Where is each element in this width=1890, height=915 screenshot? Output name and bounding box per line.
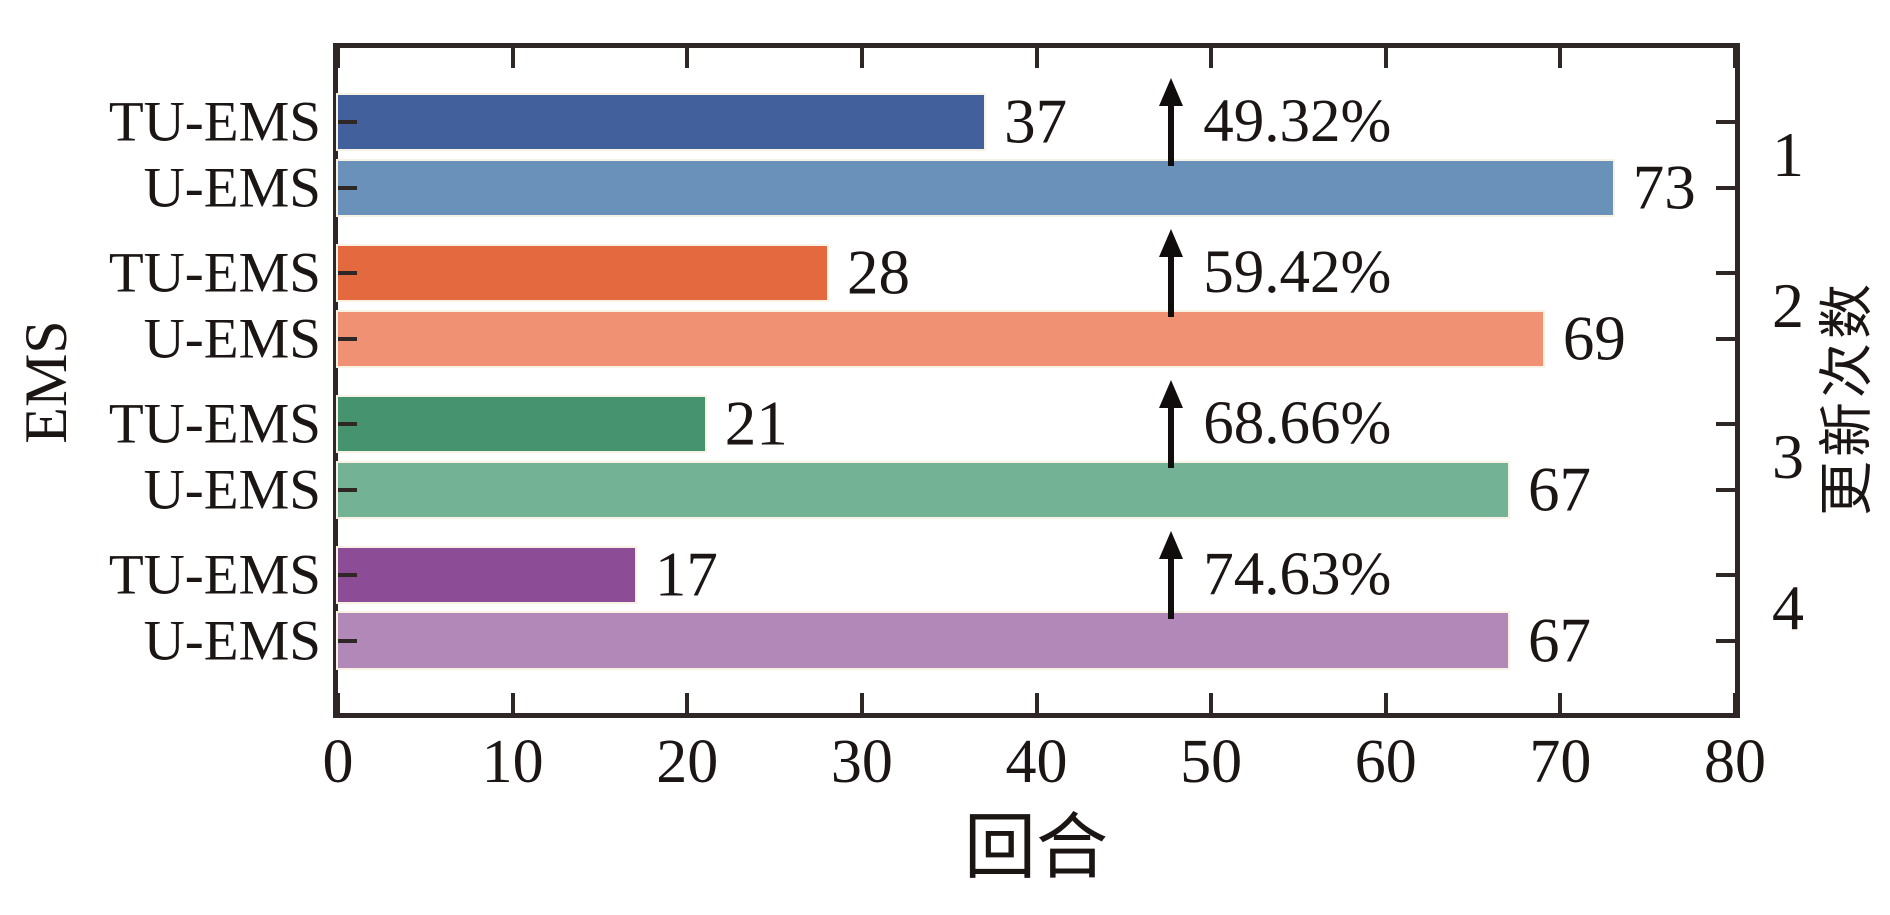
x-axis-tick-label: 30 xyxy=(830,728,893,796)
y-axis-tick-left xyxy=(338,487,357,492)
category-label-u-ems: U-EMS xyxy=(143,458,321,522)
bar-tu-ems-group3 xyxy=(338,396,705,451)
bar-u-ems-group2 xyxy=(338,311,1543,366)
x-axis-tick xyxy=(1733,48,1737,68)
update-count-label: 4 xyxy=(1772,571,1804,643)
x-axis-tick xyxy=(1209,48,1214,68)
improvement-annotation: 59.42% xyxy=(1155,228,1392,317)
x-axis-tick-label: 60 xyxy=(1354,728,1417,796)
x-axis-tick xyxy=(1733,693,1737,713)
bar-tu-ems-group1 xyxy=(338,94,985,149)
category-label-u-ems: U-EMS xyxy=(143,609,321,673)
x-axis-tick-label: 10 xyxy=(481,728,544,796)
x-axis-tick xyxy=(859,48,864,68)
category-label-tu-ems: TU-EMS xyxy=(108,90,321,154)
x-axis-tick xyxy=(1034,48,1039,68)
bar-value-label: 28 xyxy=(846,237,910,308)
x-axis-tick-label: 70 xyxy=(1529,728,1592,796)
x-axis-tick xyxy=(1383,48,1388,68)
improvement-annotation: 68.66% xyxy=(1155,379,1392,468)
x-axis-title: 回合 xyxy=(963,808,1109,888)
y-axis-tick-right xyxy=(1716,336,1735,341)
up-arrow-icon xyxy=(1159,228,1184,317)
x-axis-tick xyxy=(685,48,690,68)
x-axis-tick xyxy=(1209,693,1214,713)
bar-value-label: 67 xyxy=(1527,605,1591,676)
bar-u-ems-group1 xyxy=(338,160,1613,215)
y-axis-tick-right xyxy=(1716,270,1735,275)
y-axis-tick-left xyxy=(338,185,357,190)
update-count-label: 3 xyxy=(1772,420,1804,492)
category-label-tu-ems: TU-EMS xyxy=(108,392,321,456)
category-label-tu-ems: TU-EMS xyxy=(108,543,321,607)
improvement-percent: 59.42% xyxy=(1203,239,1392,307)
x-axis-tick xyxy=(685,693,690,713)
x-axis-tick xyxy=(1558,48,1563,68)
up-arrow-icon xyxy=(1159,77,1184,166)
y-axis-tick-left xyxy=(338,270,357,275)
bar-value-label: 69 xyxy=(1562,303,1626,374)
y-axis-tick-left xyxy=(338,638,357,643)
update-count-label: 2 xyxy=(1772,269,1804,341)
bar-value-label: 67 xyxy=(1527,454,1591,525)
x-axis-tick xyxy=(336,48,340,68)
y-axis-tick-right xyxy=(1716,421,1735,426)
plot-area: 37 73 49.32% 28 69 59.42% 21 67 68.66% 17 67 74.63% xyxy=(333,43,1740,718)
y-axis-tick-right xyxy=(1716,119,1735,124)
up-arrow-icon xyxy=(1159,379,1184,468)
x-axis-tick xyxy=(1558,693,1563,713)
x-axis-tick xyxy=(510,693,515,713)
y-axis-tick-right xyxy=(1716,185,1735,190)
y-axis-tick-right xyxy=(1716,487,1735,492)
y-axis-title-right: 更新次数 xyxy=(1816,279,1878,517)
y-axis-tick-left xyxy=(338,119,357,124)
x-axis-tick-label: 40 xyxy=(1005,728,1068,796)
y-axis-tick-left xyxy=(338,336,357,341)
improvement-percent: 68.66% xyxy=(1203,390,1392,458)
update-count-label: 1 xyxy=(1772,118,1804,190)
y-axis-tick-right xyxy=(1716,572,1735,577)
bar-tu-ems-group4 xyxy=(338,547,635,602)
bar-value-label: 37 xyxy=(1004,86,1068,157)
bar-tu-ems-group2 xyxy=(338,245,827,300)
x-axis-tick-label: 50 xyxy=(1180,728,1243,796)
y-axis-tick-left xyxy=(338,572,357,577)
x-axis-tick xyxy=(859,693,864,713)
category-label-u-ems: U-EMS xyxy=(143,307,321,371)
improvement-annotation: 49.32% xyxy=(1155,77,1392,166)
bar-u-ems-group4 xyxy=(338,613,1508,668)
x-axis-tick-label: 0 xyxy=(322,728,354,796)
bar-value-label: 73 xyxy=(1632,152,1696,223)
x-axis-tick xyxy=(336,693,340,713)
x-axis-tick-label: 20 xyxy=(656,728,719,796)
y-axis-tick-left xyxy=(338,421,357,426)
improvement-percent: 49.32% xyxy=(1203,88,1392,156)
x-axis-tick-label: 80 xyxy=(1704,728,1766,796)
improvement-percent: 74.63% xyxy=(1203,541,1392,609)
bar-value-label: 21 xyxy=(724,388,788,459)
x-axis-tick xyxy=(510,48,515,68)
x-axis-tick xyxy=(1383,693,1388,713)
y-axis-tick-right xyxy=(1716,638,1735,643)
bar-value-label: 17 xyxy=(654,539,718,610)
up-arrow-icon xyxy=(1159,530,1184,619)
category-label-tu-ems: TU-EMS xyxy=(108,241,321,305)
improvement-annotation: 74.63% xyxy=(1155,530,1392,619)
category-label-u-ems: U-EMS xyxy=(143,156,321,220)
x-axis-tick xyxy=(1034,693,1039,713)
bar-u-ems-group3 xyxy=(338,462,1508,517)
